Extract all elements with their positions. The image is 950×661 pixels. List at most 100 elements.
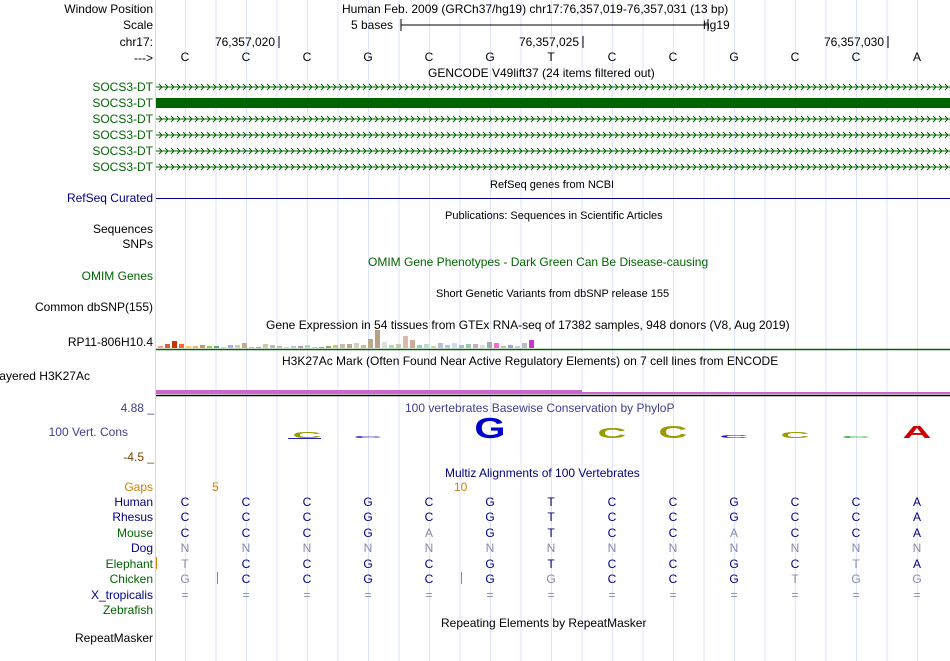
gtex-bar xyxy=(200,345,205,348)
gtex-bar xyxy=(165,344,170,348)
refseq-title: RefSeq genes from NCBI xyxy=(490,179,615,191)
gtex-bar xyxy=(312,347,317,348)
snps-label[interactable]: SNPs xyxy=(122,237,153,251)
strand-arrow-label: ---> xyxy=(134,51,153,65)
alignment-base: C xyxy=(180,526,190,540)
refseq-label[interactable]: RefSeq Curated xyxy=(66,191,153,205)
gtex-bar xyxy=(424,344,429,348)
gtex-bar xyxy=(459,345,464,348)
gtex-bar xyxy=(501,346,506,348)
ref-base: C xyxy=(302,50,312,64)
omim-title: OMIM Gene Phenotypes - Dark Green Can Be… xyxy=(368,255,709,269)
omim-label[interactable]: OMIM Genes xyxy=(81,269,153,283)
gencode-item-label[interactable]: SOCS3-DT xyxy=(92,96,153,110)
species-label[interactable]: Elephant xyxy=(105,557,153,571)
gtex-bar xyxy=(487,342,492,348)
alignment-base: = xyxy=(486,588,494,602)
gtex-bar xyxy=(270,345,275,348)
alignment-base: C xyxy=(302,495,312,509)
alignment-base: N xyxy=(607,541,617,555)
repeatmasker-label[interactable]: RepeatMasker xyxy=(74,631,153,645)
cons-title: 100 vertebrates Basewise Conservation by… xyxy=(405,401,675,415)
alignment-base: C xyxy=(668,557,678,571)
gtex-bar xyxy=(445,345,450,348)
scale-label: Scale xyxy=(122,18,153,32)
alignment-base: C xyxy=(607,526,617,540)
alignment-base: G xyxy=(485,572,495,586)
ref-base: A xyxy=(912,50,921,64)
gtex-label[interactable]: RP11-806H10.4 xyxy=(67,335,153,349)
alignment-base: G xyxy=(363,572,373,586)
alignment-base: C xyxy=(790,526,800,540)
alignment-base: T xyxy=(791,572,799,586)
alignment-base: C xyxy=(302,572,312,586)
gtex-bar xyxy=(277,346,282,348)
gtex-bar xyxy=(452,343,457,348)
species-label[interactable]: Rhesus xyxy=(112,510,153,524)
ref-base: C xyxy=(851,50,861,64)
alignment-base: C xyxy=(241,557,251,571)
alignment-base: C xyxy=(180,495,190,509)
coord-label: 76,357,030 xyxy=(823,35,884,49)
alignment-base: A xyxy=(424,526,433,540)
gtex-bar xyxy=(508,345,513,348)
cons-label[interactable]: 100 Vert. Cons xyxy=(48,425,128,439)
alignment-base: C xyxy=(424,557,434,571)
alignment-base: N xyxy=(485,541,495,555)
ref-base: C xyxy=(790,50,800,64)
gtex-bar xyxy=(382,342,387,348)
gencode-item-label[interactable]: SOCS3-DT xyxy=(92,128,153,142)
alignment-base: = xyxy=(608,588,616,602)
alignment-base: G xyxy=(485,557,495,571)
species-label[interactable]: Dog xyxy=(130,541,153,555)
gtex-bar xyxy=(438,343,443,348)
gtex-title: Gene Expression in 54 tissues from GTEx … xyxy=(266,318,790,332)
species-label[interactable]: X_tropicalis xyxy=(90,588,153,602)
gencode-item-label[interactable]: SOCS3-DT xyxy=(92,80,153,94)
species-label[interactable]: Mouse xyxy=(116,526,153,540)
h3k27ac-label[interactable]: Layered H3K27Ac xyxy=(0,369,90,383)
h3k27ac-signal xyxy=(582,392,950,394)
ref-base: C xyxy=(180,50,190,64)
species-label[interactable]: Human xyxy=(114,495,153,509)
alignment-base: G xyxy=(729,572,739,586)
gtex-bar xyxy=(284,347,289,348)
alignment-base: N xyxy=(241,541,251,555)
conservation-logo-letter: C xyxy=(293,431,322,440)
alignment-base: T xyxy=(547,510,555,524)
gtex-bar xyxy=(305,345,310,348)
gencode-item-label[interactable]: SOCS3-DT xyxy=(92,144,153,158)
alignment-base: C xyxy=(302,510,312,524)
gtex-bar xyxy=(515,346,520,348)
alignment-base: = xyxy=(669,588,677,602)
sequences-label[interactable]: Sequences xyxy=(92,222,153,236)
alignment-base: = xyxy=(791,588,799,602)
gtex-bar xyxy=(235,345,240,348)
gtex-bar xyxy=(186,346,191,348)
alignment-base: C xyxy=(668,526,678,540)
gencode-item-label[interactable]: SOCS3-DT xyxy=(92,160,153,174)
gtex-bar xyxy=(403,336,408,348)
alignment-base: T xyxy=(547,526,555,540)
alignment-base: C xyxy=(790,557,800,571)
species-label[interactable]: Zebrafish xyxy=(102,603,153,617)
alignment-base: G xyxy=(363,510,373,524)
alignment-base: = xyxy=(425,588,433,602)
ref-base: C xyxy=(241,50,251,64)
gtex-bar xyxy=(389,345,394,348)
alignment-base: C xyxy=(851,526,861,540)
gencode-item-label[interactable]: SOCS3-DT xyxy=(92,112,153,126)
alignment-base: C xyxy=(607,557,617,571)
species-label[interactable]: Chicken xyxy=(109,572,153,586)
dbsnp-label[interactable]: Common dbSNP(155) xyxy=(34,300,153,314)
gtex-bar xyxy=(480,345,485,348)
repeatmasker-title: Repeating Elements by RepeatMasker xyxy=(441,616,647,630)
alignment-base: = xyxy=(242,588,250,602)
alignment-base: C xyxy=(668,572,678,586)
alignment-base: N xyxy=(851,541,861,555)
alignment-base: C xyxy=(241,526,251,540)
alignment-base: C xyxy=(607,510,617,524)
